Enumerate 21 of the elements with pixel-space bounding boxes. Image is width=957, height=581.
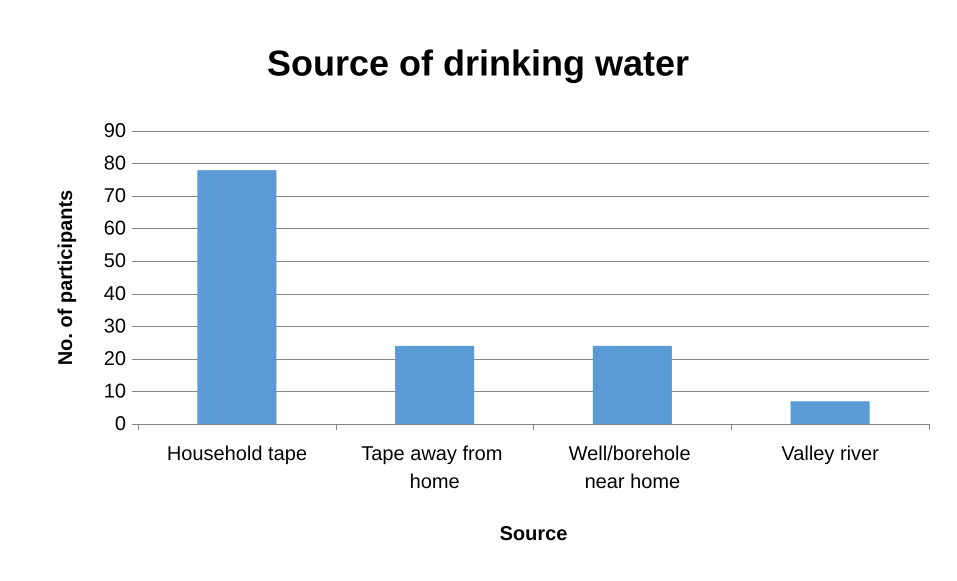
- bar: [790, 401, 870, 424]
- y-tick-label: 10: [104, 380, 126, 402]
- y-axis-title: No. of participants: [55, 190, 77, 366]
- y-tick-label: 80: [104, 152, 126, 175]
- y-tick-label: 30: [104, 315, 126, 338]
- x-tick-label: Household tape: [166, 443, 307, 465]
- bar: [197, 170, 276, 424]
- x-axis-title: Source: [500, 523, 568, 545]
- chart-title: Source of drinking water: [266, 42, 690, 84]
- y-tick-label: 60: [104, 218, 126, 240]
- y-tick-label: 20: [104, 348, 126, 370]
- x-tick-label: Tape away from home: [361, 443, 508, 493]
- y-tick-label: 90: [104, 120, 126, 142]
- bar: [395, 346, 474, 424]
- bar: [592, 346, 672, 424]
- x-tick-label: Valley river: [781, 443, 880, 465]
- y-tick-label: 0: [114, 413, 126, 435]
- y-tick-label: 50: [104, 250, 126, 272]
- y-tick-label: 70: [104, 185, 126, 208]
- y-tick-label: 40: [104, 282, 126, 305]
- x-tick-label: Well/borehole near home: [568, 443, 696, 493]
